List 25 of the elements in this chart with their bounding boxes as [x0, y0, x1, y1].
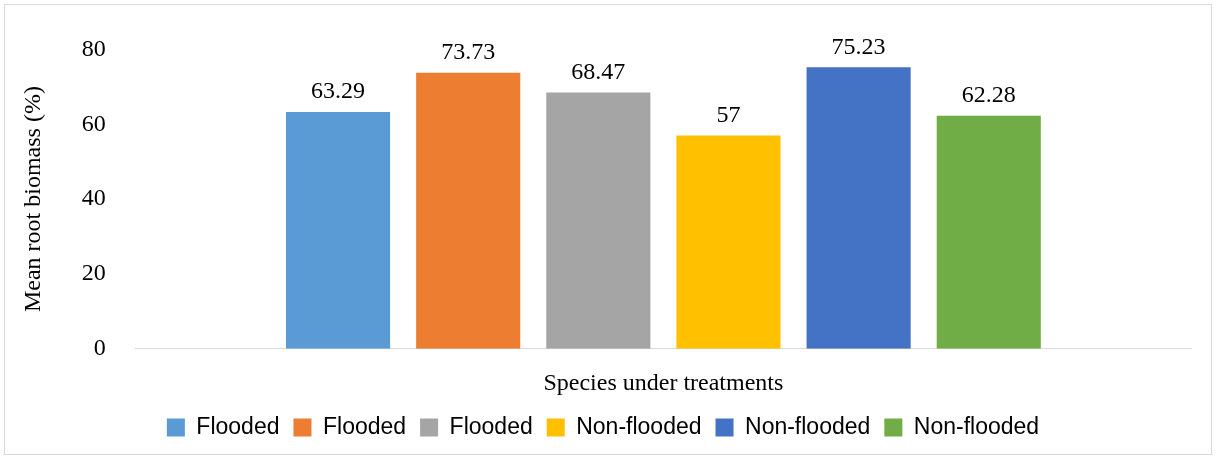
- y-tick-label: 0: [93, 334, 106, 361]
- legend-label: Flooded: [196, 412, 280, 439]
- data-label: 73.73: [441, 38, 496, 65]
- y-tick-label: 60: [81, 109, 106, 136]
- data-label: 75.23: [831, 32, 886, 59]
- data-label: 68.47: [571, 57, 626, 84]
- y-tick-label: 20: [81, 259, 106, 286]
- legend-label: Non-flooded: [913, 412, 1040, 439]
- x-axis-title: Species under treatments: [543, 368, 784, 395]
- bar: [416, 72, 521, 349]
- data-label: 62.28: [961, 81, 1016, 108]
- y-tick-label: 40: [81, 184, 106, 211]
- bar: [285, 111, 391, 349]
- bar: [546, 92, 651, 349]
- y-tick-label: 80: [81, 34, 106, 61]
- data-label: 57: [716, 100, 741, 127]
- legend-label: Flooded: [449, 412, 533, 439]
- bar: [806, 67, 911, 349]
- legend-label: Flooded: [322, 412, 407, 439]
- y-axis-title: Mean root biomass (%): [18, 86, 45, 313]
- data-label: 63.29: [311, 77, 366, 104]
- bar: [936, 115, 1041, 349]
- legend-label: Non-flooded: [576, 412, 702, 439]
- bar: [676, 135, 781, 349]
- legend-label: Non-flooded: [745, 412, 871, 439]
